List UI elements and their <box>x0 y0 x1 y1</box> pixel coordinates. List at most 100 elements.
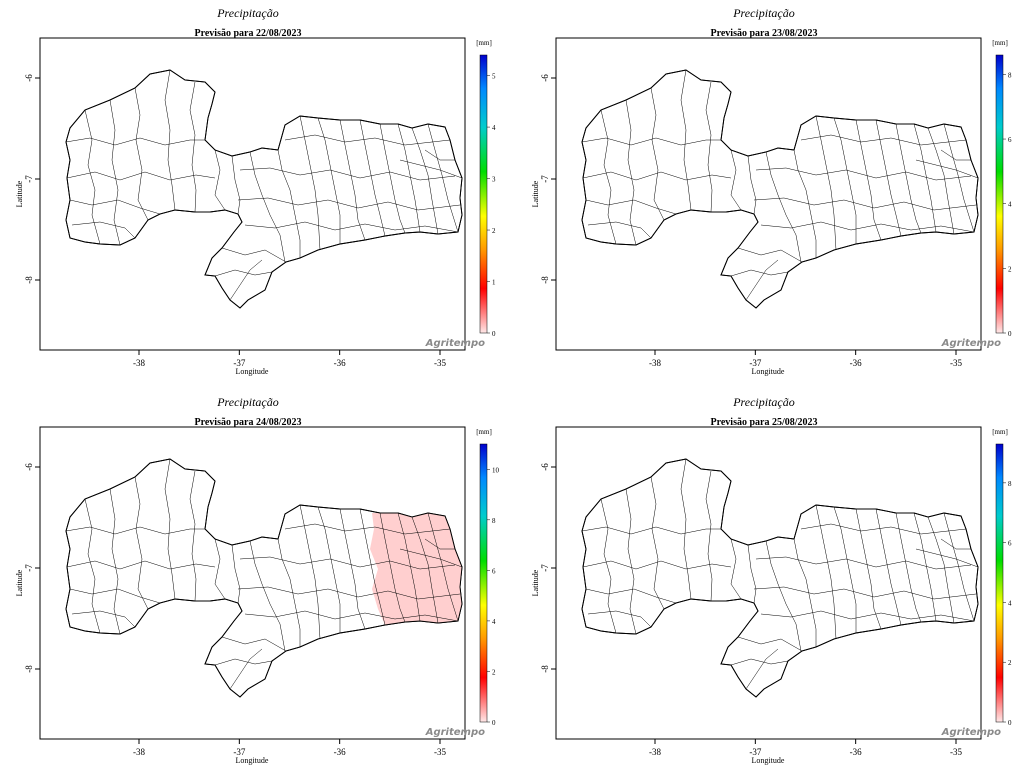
plot-frame <box>555 37 982 351</box>
state-outline <box>581 458 979 698</box>
y-tick-label: -6 <box>24 74 34 82</box>
state-border <box>581 69 979 309</box>
y-tick-label: -8 <box>540 665 550 673</box>
colorbar <box>996 444 1003 722</box>
map-panel-3: Precipitação Previsão para 24/08/2023 -38 -… <box>0 389 515 778</box>
y-tick-label: -8 <box>24 276 34 284</box>
y-tick-label: -6 <box>24 463 34 471</box>
x-axis-label: Longitude <box>236 367 269 376</box>
x-tick-label: -35 <box>950 747 962 757</box>
map-subtitle: Previsão para 24/08/2023 <box>194 417 301 428</box>
x-tick-label: -38 <box>649 358 661 368</box>
colorbar-tick-label: 2 <box>1008 265 1012 273</box>
map-title: Precipitação <box>732 395 795 409</box>
y-tick-label: -7 <box>24 564 34 572</box>
colorbar-tick-label: 0 <box>492 330 496 338</box>
colorbar-tick-label: 6 <box>1008 136 1012 144</box>
precipitation-area <box>370 513 462 625</box>
map-panel-2: Precipitação Previsão para 23/08/2023 -38 -… <box>516 0 1031 389</box>
plot-frame <box>39 37 466 351</box>
state-border <box>65 69 463 309</box>
x-tick-label: -36 <box>334 747 346 757</box>
y-tick-label: -6 <box>540 463 550 471</box>
x-axis-label: Longitude <box>752 756 785 765</box>
map-subtitle: Previsão para 23/08/2023 <box>710 28 817 39</box>
municipal-boundaries <box>65 69 463 301</box>
y-tick-label: -7 <box>24 175 34 183</box>
colorbar-tick-label: 6 <box>492 567 496 575</box>
map-panel-4: Precipitação Previsão para 25/08/2023 -38 -… <box>516 389 1031 778</box>
colorbar-tick-label: 0 <box>1008 719 1012 727</box>
y-axis-label: Latitude <box>531 180 540 207</box>
colorbar-frame <box>995 54 1004 334</box>
colorbar-tick-label: 2 <box>1008 659 1012 667</box>
agritempo-logo: Agritempo <box>941 338 1001 349</box>
y-tick-label: -6 <box>540 74 550 82</box>
colorbar-tick-label: 4 <box>492 124 496 132</box>
colorbar-tick-label: 4 <box>1008 201 1012 209</box>
x-tick-label: -37 <box>749 358 761 368</box>
state-border <box>581 458 979 698</box>
y-axis-label: Latitude <box>531 569 540 596</box>
colorbar-tick-label: 10 <box>492 466 500 474</box>
plot-frame <box>39 426 466 740</box>
colorbar-tick-label: 0 <box>1008 330 1012 338</box>
x-tick-label: -35 <box>950 358 962 368</box>
y-tick-label: -8 <box>540 276 550 284</box>
colorbar-unit: [mm] <box>992 39 1008 47</box>
colorbar-tick-label: 1 <box>492 279 496 287</box>
colorbar-tick-label: 8 <box>1008 480 1012 488</box>
y-tick-label: -7 <box>540 564 550 572</box>
x-axis-label: Longitude <box>236 756 269 765</box>
colorbar <box>996 55 1003 333</box>
map-svg: Precipitação Previsão para 22/08/2023 -38 -… <box>15 6 496 376</box>
colorbar-tick-label: 8 <box>1008 71 1012 79</box>
plot-frame <box>555 426 982 740</box>
x-tick-label: -38 <box>649 747 661 757</box>
colorbar-tick-label: 0 <box>492 719 496 727</box>
map-title: Precipitação <box>216 395 279 409</box>
y-axis-label: Latitude <box>15 180 24 207</box>
colorbar-tick-label: 8 <box>492 517 496 525</box>
state-outline <box>581 69 979 309</box>
colorbar-unit: [mm] <box>476 428 492 436</box>
colorbar-tick-label: 6 <box>1008 540 1012 548</box>
map-subtitle: Previsão para 25/08/2023 <box>710 417 817 428</box>
map-svg: Precipitação Previsão para 23/08/2023 -38 -… <box>531 6 1012 376</box>
municipal-boundaries <box>65 458 463 690</box>
colorbar-unit: [mm] <box>476 39 492 47</box>
colorbar-tick-label: 3 <box>492 176 496 184</box>
x-tick-label: -37 <box>233 358 245 368</box>
colorbar-tick-label: 2 <box>492 227 496 235</box>
x-tick-label: -37 <box>233 747 245 757</box>
agritempo-logo: Agritempo <box>941 727 1001 738</box>
colorbar-unit: [mm] <box>992 428 1008 436</box>
x-tick-label: -38 <box>133 358 145 368</box>
colorbar-frame <box>479 54 488 334</box>
x-tick-label: -38 <box>133 747 145 757</box>
x-tick-label: -36 <box>850 747 862 757</box>
agritempo-logo: Agritempo <box>425 727 485 738</box>
x-axis-label: Longitude <box>752 367 785 376</box>
x-tick-label: -35 <box>434 358 446 368</box>
y-axis-label: Latitude <box>15 569 24 596</box>
x-tick-label: -36 <box>334 358 346 368</box>
y-tick-label: -7 <box>540 175 550 183</box>
colorbar <box>480 55 487 333</box>
municipal-boundaries <box>581 458 979 690</box>
municipal-boundaries <box>581 69 979 301</box>
colorbar <box>480 444 487 722</box>
map-panel-1: Precipitação Previsão para 22/08/2023 -38 -… <box>0 0 515 389</box>
map-title: Precipitação <box>216 6 279 20</box>
agritempo-logo: Agritempo <box>425 338 485 349</box>
colorbar-tick-label: 4 <box>492 618 496 626</box>
state-border <box>65 458 463 698</box>
x-tick-label: -37 <box>749 747 761 757</box>
map-subtitle: Previsão para 22/08/2023 <box>194 28 301 39</box>
colorbar-frame <box>479 443 488 723</box>
y-tick-label: -8 <box>24 665 34 673</box>
x-tick-label: -36 <box>850 358 862 368</box>
colorbar-tick-label: 5 <box>492 73 496 81</box>
colorbar-tick-label: 2 <box>492 668 496 676</box>
colorbar-tick-label: 4 <box>1008 599 1012 607</box>
